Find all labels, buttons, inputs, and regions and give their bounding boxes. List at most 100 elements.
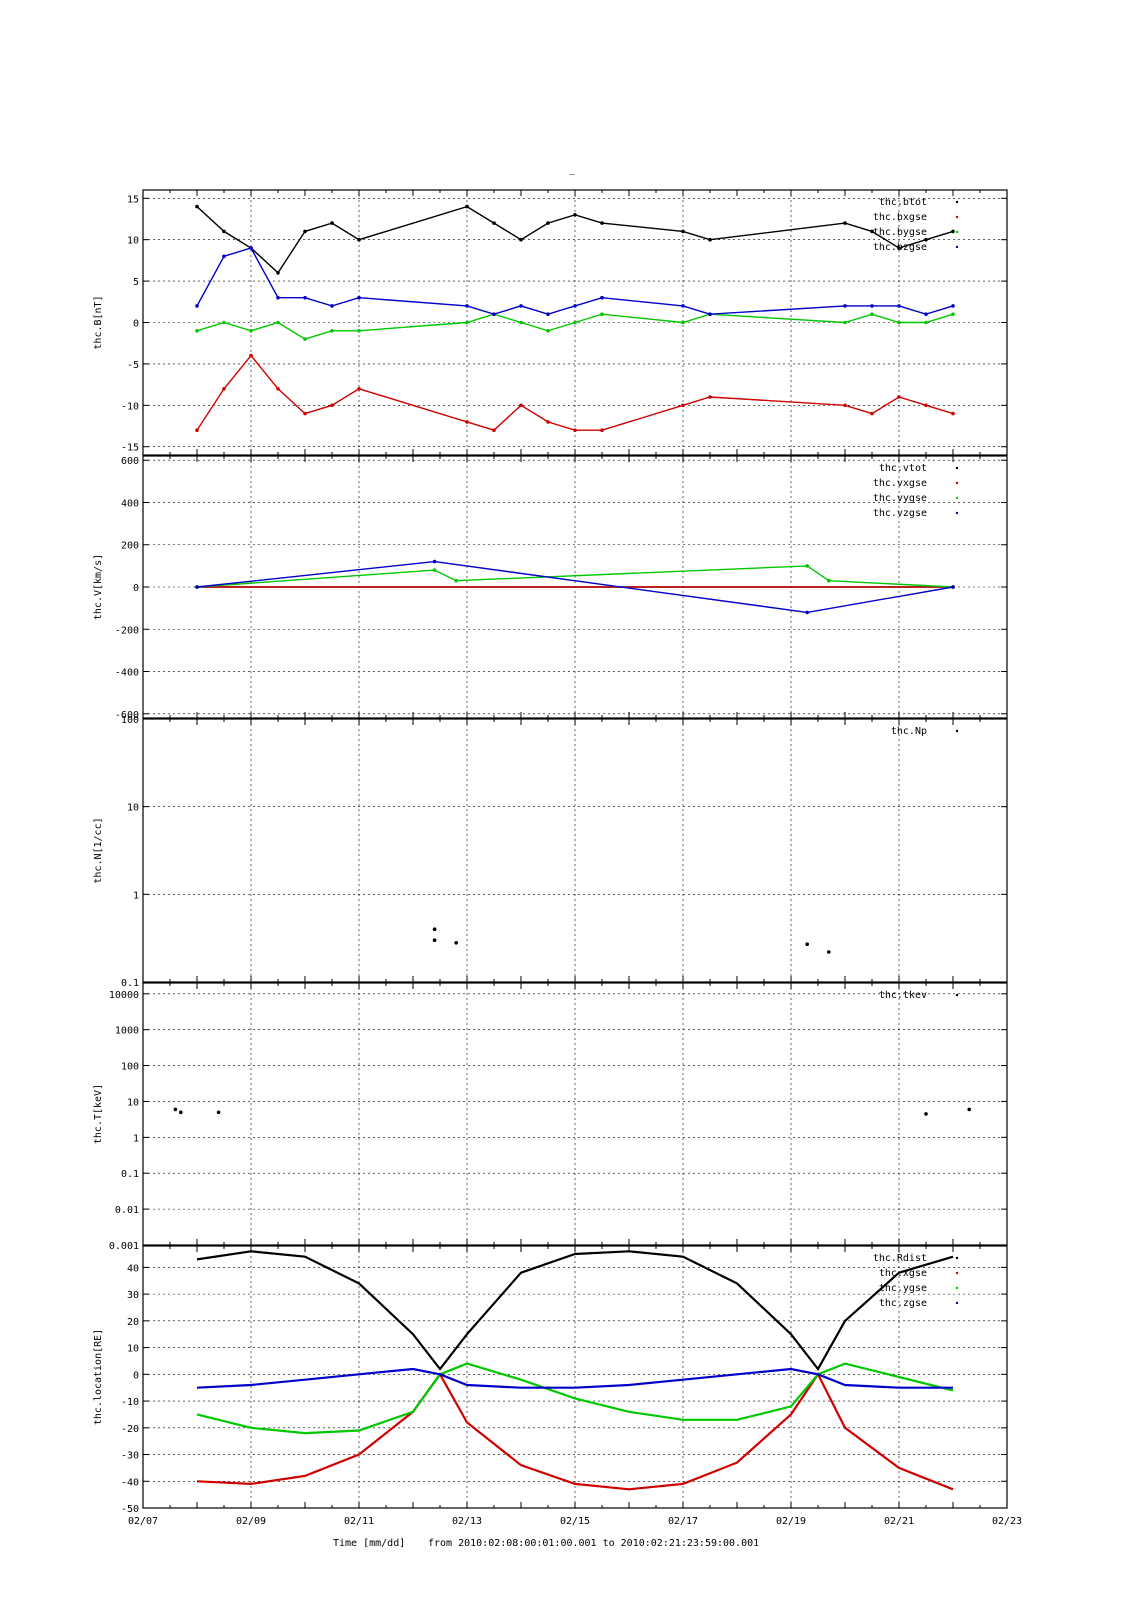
y-tick-label: 40 [127,1263,139,1274]
series-trace [196,560,954,614]
panel-thc-b-nt: -15 -10 -5 0 5 10 15 thc.B[nT] thc.btot thc.bxgse… [93,189,1008,456]
series-thc-np [432,927,831,954]
data-point [924,403,928,408]
y-axis-title: thc.location[RE] [93,1329,104,1425]
legend-label: thc.bxgse [873,212,927,223]
data-point [681,229,685,234]
data-point [492,428,496,433]
y-tick-label: -50 [121,1504,139,1515]
data-point [519,403,523,408]
y-tick-label: 0 [133,319,139,330]
y-tick-label: 1 [133,1133,139,1144]
y-tick-label: -40 [121,1477,139,1488]
data-point [805,610,809,615]
y-tick-label: -5 [127,360,139,371]
data-point [897,304,901,308]
data-point [195,304,199,308]
series-thc-ygse [196,1362,954,1435]
data-point [546,312,550,317]
x-axis-range: from 2010:02:08:00:01:00.001 to 2010:02:… [428,1538,759,1549]
y-tick-label: 600 [121,456,139,467]
data-point [967,1107,971,1112]
legend-label: thc.btot [879,197,927,208]
x-tick-label: 02/15 [560,1516,590,1527]
legend-marker [955,1286,959,1290]
y-tick-label: 1000 [115,1026,139,1037]
figure-title: _ [569,164,576,175]
data-point [951,312,955,317]
data-point [432,927,437,931]
data-point [303,295,307,300]
legend-marker [955,1301,959,1305]
y-axis-title: thc.T[keV] [93,1084,104,1144]
legend-label: thc.bygse [873,227,927,238]
data-point [924,237,928,242]
y-tick-label: 1 [133,890,139,901]
data-point [357,387,361,391]
data-point [276,271,280,275]
data-point [357,295,361,300]
data-point [546,329,550,333]
data-point [303,229,307,234]
data-point [303,411,307,416]
data-point [708,395,712,399]
panel-thc-v-km-s: -600 -400 -200 0 200 400 600 thc.V[km/s] thc.vto… [93,455,1008,721]
data-point [708,237,712,242]
y-tick-label: -10 [121,401,139,412]
data-point [519,237,523,242]
data-point [951,304,955,308]
legend-label: thc.vxgse [873,478,927,489]
legend-label: thc.xgse [879,1268,927,1279]
data-point [276,320,280,325]
data-point [843,403,847,408]
legend-label: thc.vtot [879,463,927,474]
series-thc-vzgse [195,559,955,615]
y-tick-label: 0.001 [109,1241,139,1252]
data-point [843,320,847,325]
legend-marker [955,993,959,997]
data-point [951,411,955,416]
series-thc-xgse [196,1372,954,1491]
data-point [492,221,496,225]
data-point [222,387,226,391]
series-trace [196,205,954,274]
y-tick-label: 0 [133,583,139,594]
legend-label: thc.tkev [879,990,927,1001]
data-point [465,304,469,308]
panel-frame [142,189,1008,456]
data-point [843,304,847,308]
data-point [303,337,307,341]
y-axis-title: thc.V[km/s] [93,554,104,620]
y-tick-label: -15 [121,443,139,454]
data-point [708,312,712,317]
x-tick-label: 02/13 [452,1516,482,1527]
data-point [600,295,604,300]
y-tick-label: -400 [115,668,139,679]
data-point [600,221,604,225]
data-point [951,585,955,589]
data-point [805,564,809,568]
data-point [216,1110,221,1115]
data-point [681,403,685,408]
legend-label: thc.Rdist [873,1253,927,1264]
y-tick-label: 30 [127,1290,139,1301]
y-tick-label: -600 [115,710,139,721]
data-point [870,411,874,416]
series-line [196,1362,954,1435]
series-thc-bxgse [195,353,955,433]
data-point [573,320,577,325]
data-point [330,403,334,408]
panel-frame [142,982,1008,1246]
y-axis-title: thc.B[nT] [93,295,104,349]
series-line [196,1367,953,1389]
series-thc-bygse [195,312,955,341]
legend-label: thc.ygse [879,1283,927,1294]
data-point [454,941,459,945]
data-point [276,387,280,391]
y-tick-label: 20 [127,1317,139,1328]
data-point [222,254,226,259]
data-point [173,1107,178,1112]
data-point [195,585,199,589]
data-point [222,229,226,234]
